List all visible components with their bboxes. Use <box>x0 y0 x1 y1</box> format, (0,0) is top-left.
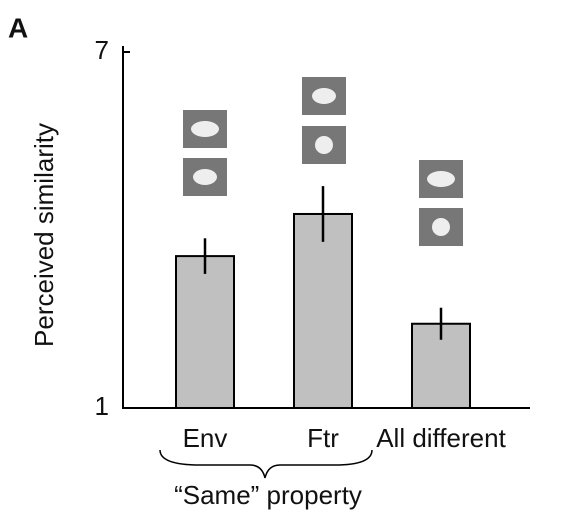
bracket <box>160 450 372 478</box>
y-tick-label: 1 <box>95 391 109 421</box>
group-label: “Same” property <box>174 480 362 510</box>
x-tick-label: Ftr <box>307 423 339 453</box>
y-axis-label: Perceived similarity <box>29 123 59 347</box>
x-tick-label: All different <box>376 423 506 453</box>
bar <box>176 256 234 408</box>
chart: A Perceived similarity “Same” property 1… <box>0 0 574 519</box>
y-tick-label: 7 <box>95 35 109 65</box>
panel-label: A <box>8 12 28 43</box>
bar <box>294 214 352 408</box>
x-tick-label: Env <box>183 423 228 453</box>
